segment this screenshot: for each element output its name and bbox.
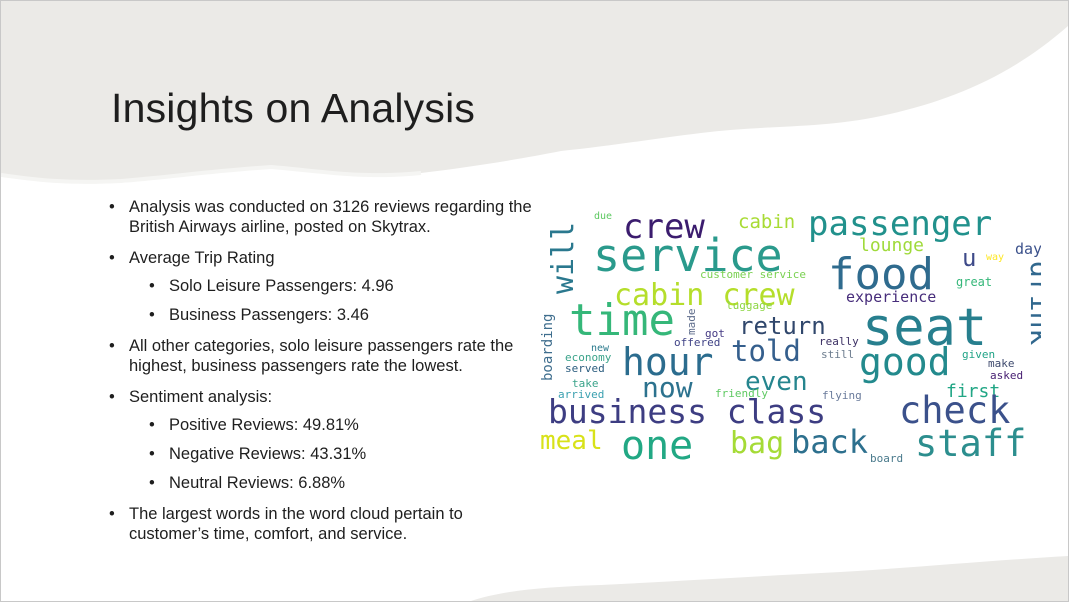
bullet-sentiment: Sentiment analysis: Positive Reviews: 49… <box>109 387 539 493</box>
word-cloud-word-given: given <box>962 348 995 361</box>
sub-bullet-solo-rating: Solo Leisure Passengers: 4.96 <box>109 276 539 296</box>
word-cloud-word-economy: economy <box>565 351 612 364</box>
word-cloud-word-really: really <box>819 335 859 348</box>
word-cloud-word-return: return <box>739 312 826 340</box>
bullet-categories: All other categories, solo leisure passe… <box>109 336 539 376</box>
sub-bullet-business-rating: Business Passengers: 3.46 <box>109 305 539 325</box>
word-cloud-word-staff: staff <box>915 422 1026 465</box>
word-cloud-word-u: u <box>962 244 976 272</box>
word-cloud-word-one: one <box>621 423 693 468</box>
bullet-list: Analysis was conducted on 3126 reviews r… <box>109 197 539 555</box>
word-cloud-word-time: time <box>569 295 675 346</box>
word-cloud-word-asked: asked <box>990 369 1023 382</box>
word-cloud-word-arrived: arrived <box>558 388 604 401</box>
word-cloud-word-business-class: business class <box>548 392 826 431</box>
word-cloud-word-day: day <box>1015 240 1041 258</box>
word-cloud-word-food: food <box>828 249 934 300</box>
word-cloud-word-board: board <box>870 452 903 465</box>
word-cloud-word-meal: meal <box>540 426 603 456</box>
word-cloud-word-served: served <box>565 362 605 375</box>
word-cloud-word-cabin: cabin <box>738 211 795 233</box>
slide-title: Insights on Analysis <box>111 85 476 131</box>
word-cloud-word-lounge: lounge <box>859 235 924 256</box>
word-cloud-word-will: will <box>546 222 581 294</box>
bullet-rating: Average Trip Rating Solo Leisure Passeng… <box>109 248 539 325</box>
bullet-rating-heading: Average Trip Rating <box>129 249 275 267</box>
word-cloud-word-told: told <box>731 334 801 368</box>
word-cloud-word-check: check <box>899 389 1010 432</box>
word-cloud-word-customer-service: customer service <box>700 268 806 281</box>
word-cloud-word-back: back <box>791 423 868 461</box>
word-cloud-word-flying: flying <box>822 389 862 402</box>
word-cloud-word-new: new <box>591 343 610 354</box>
word-cloud-word-boarding: boarding <box>540 314 556 381</box>
word-cloud-word-make: make <box>988 357 1015 370</box>
word-cloud-word-still: still <box>821 348 854 361</box>
sub-bullet-negative: Negative Reviews: 43.31% <box>109 444 539 464</box>
word-cloud-word-crew: crew <box>623 207 705 247</box>
word-cloud-word-hour: hour <box>622 340 714 384</box>
word-cloud-word-made: made <box>685 309 698 336</box>
word-cloud-word-offered: offered <box>674 336 720 349</box>
word-cloud-word-due: due <box>594 211 612 222</box>
word-cloud-word-service: service <box>593 229 783 282</box>
sub-bullet-neutral: Neutral Reviews: 6.88% <box>109 473 539 493</box>
word-cloud-word-passenger: passenger <box>808 204 992 244</box>
bullet-sentiment-heading: Sentiment analysis: <box>129 388 273 406</box>
word-cloud-word-great: great <box>956 275 992 289</box>
word-cloud-word-friendly: friendly <box>715 387 768 400</box>
word-cloud-word-way: way <box>986 252 1004 263</box>
word-cloud-word-drink: drink <box>1024 261 1041 345</box>
word-cloud-word-got: got <box>705 327 725 340</box>
sub-bullet-positive: Positive Reviews: 49.81% <box>109 415 539 435</box>
word-cloud: due crew cabin passenger will service lounge da… <box>537 201 1041 468</box>
word-cloud-word-good: good <box>859 340 951 384</box>
word-cloud-word-take: take <box>572 377 599 390</box>
word-cloud-word-experience: experience <box>846 288 936 306</box>
word-cloud-word-luggage: luggage <box>726 299 772 312</box>
word-cloud-word-bag: bag <box>730 426 784 461</box>
bullet-analysis: Analysis was conducted on 3126 reviews r… <box>109 197 539 237</box>
word-cloud-word-first: first <box>946 381 1000 402</box>
word-cloud-word-seat: seat <box>862 298 987 358</box>
word-cloud-word-cabin-crew: cabin crew <box>614 278 796 313</box>
word-cloud-word-now: now <box>642 371 693 404</box>
bullet-wordcloud-note: The largest words in the word cloud pert… <box>109 504 539 544</box>
word-cloud-word-even: even <box>745 367 808 397</box>
